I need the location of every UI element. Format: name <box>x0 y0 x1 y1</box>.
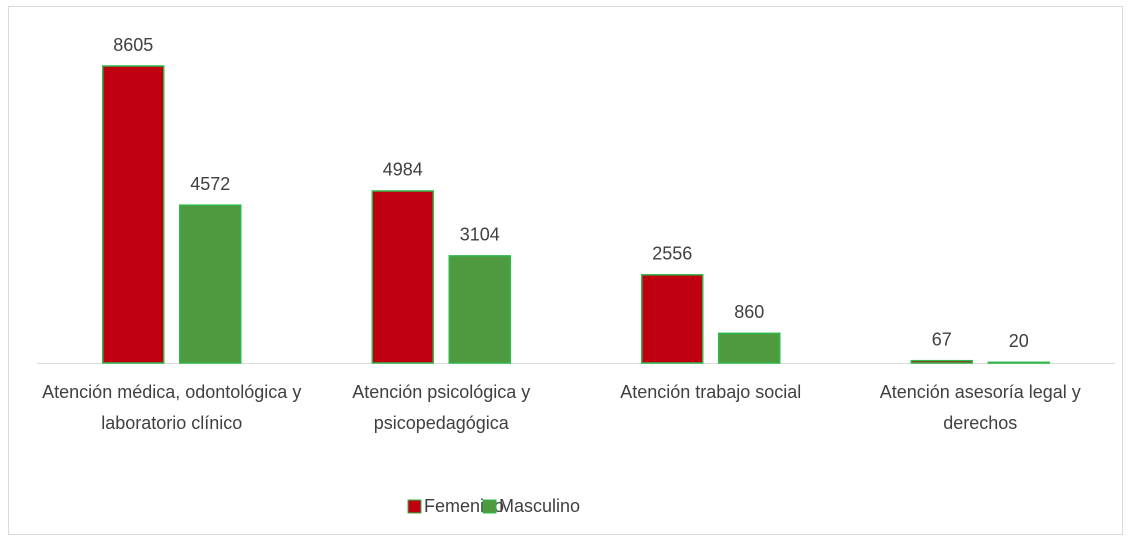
data-label: 20 <box>1009 331 1029 351</box>
data-label: 3104 <box>460 225 500 245</box>
data-label: 67 <box>932 329 952 349</box>
x-tick-label: Atención asesoría legal y derechos <box>879 382 1081 433</box>
legend-swatch <box>407 499 422 514</box>
bar <box>102 65 165 364</box>
data-label: 4572 <box>190 174 230 194</box>
bar <box>448 255 511 364</box>
legend-label: Masculino <box>499 496 580 516</box>
bar <box>718 332 781 364</box>
bar <box>179 204 242 364</box>
legend-swatch <box>482 499 497 514</box>
bar <box>371 190 434 364</box>
bar <box>987 361 1050 364</box>
bar <box>641 274 704 364</box>
x-tick-label: Atención médica, odontológica y laborato… <box>42 382 302 433</box>
data-label: 8605 <box>113 35 153 55</box>
data-label: 860 <box>734 302 764 322</box>
x-tick-label: Atención trabajo social <box>620 382 802 402</box>
data-label: 2556 <box>652 244 692 264</box>
chart-border <box>8 6 1123 535</box>
data-label: 4984 <box>383 160 423 180</box>
x-tick-label: Atención psicológica y psicopedagógica <box>352 382 531 433</box>
bar <box>910 359 973 364</box>
